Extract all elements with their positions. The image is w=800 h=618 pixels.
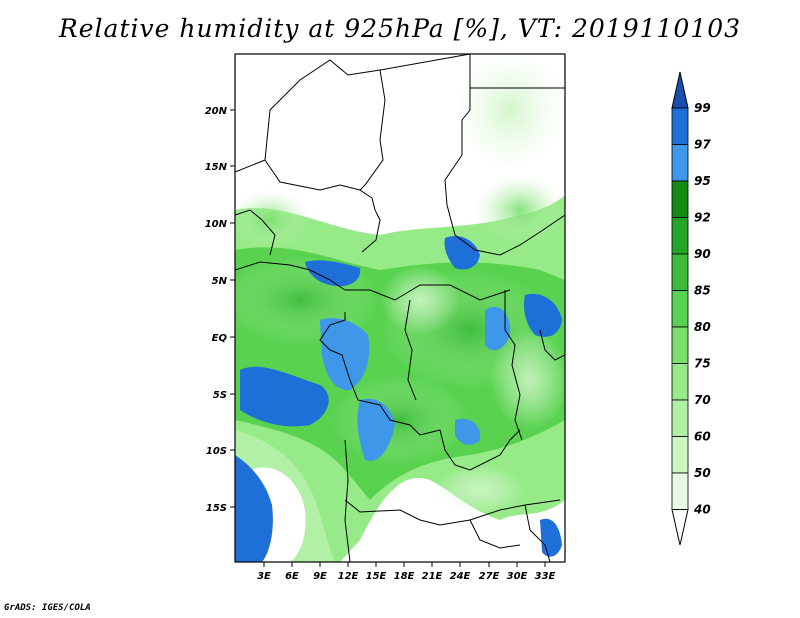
lon-label: 27E: [479, 571, 500, 582]
colorbar-label: 70: [694, 393, 711, 407]
lat-label: 15N: [205, 162, 228, 173]
colorbar-label: 95: [694, 174, 711, 188]
colorbar-segment: [671, 253, 689, 291]
lon-label: 30E: [507, 571, 528, 582]
colorbar-segment: [671, 144, 689, 182]
lon-label: 24E: [450, 571, 471, 582]
colorbar-label: 92: [694, 211, 711, 225]
lat-label: 10N: [205, 219, 228, 230]
lon-label: 9E: [313, 571, 327, 582]
colorbar-label: 60: [694, 430, 711, 444]
map-frame: [234, 53, 566, 563]
colorbar-segment: [671, 326, 689, 364]
lat-label: 15S: [206, 503, 227, 514]
lon-label: 15E: [366, 571, 387, 582]
lat-label: 5N: [212, 276, 228, 287]
colorbar-label: 75: [694, 357, 711, 371]
latitude-axis: 20N 15N 10N 5N EQ 5S 10S 15S: [205, 106, 235, 514]
colorbar-segment: [671, 436, 689, 474]
colorbar-bottom-arrow: [671, 509, 689, 546]
colorbar-label: 50: [694, 466, 711, 480]
colorbar-label: 97: [694, 138, 711, 152]
colorbar-segment: [671, 399, 689, 437]
lat-label: 20N: [205, 106, 228, 117]
lon-label: 12E: [338, 571, 359, 582]
lon-label: 3E: [257, 571, 271, 582]
colorbar-label: 80: [694, 320, 711, 334]
colorbar-top-arrow: [671, 71, 689, 109]
colorbar-segment: [671, 472, 689, 510]
colorbar-segment: [671, 290, 689, 328]
colorbar-segment: [671, 180, 689, 218]
colorbar: 99 97 95 92 90 85 80 75 70 60 50 40: [671, 71, 711, 546]
lat-label: EQ: [212, 333, 228, 344]
longitude-axis: 3E 6E 9E 12E 15E 18E 21E 24E 27E 30E 33E: [257, 562, 556, 582]
colorbar-label: 85: [694, 284, 711, 298]
colorbar-segment: [671, 107, 689, 145]
colorbar-label: 90: [694, 247, 711, 261]
colorbar-label: 40: [693, 503, 711, 517]
lon-label: 33E: [535, 571, 556, 582]
humidity-field: [235, 54, 565, 562]
lat-label: 10S: [206, 446, 227, 457]
lon-label: 18E: [394, 571, 415, 582]
colorbar-segment: [671, 363, 689, 401]
credit-text: GrADS: IGES/COLA: [4, 603, 91, 613]
country-boundaries: [235, 54, 565, 562]
lon-label: 6E: [285, 571, 299, 582]
colorbar-label: 99: [694, 101, 711, 115]
map-title: Relative humidity at 925hPa [%], VT: 201…: [58, 14, 742, 43]
lon-label: 21E: [422, 571, 443, 582]
colorbar-segment: [671, 217, 689, 255]
lat-label: 5S: [213, 390, 227, 401]
